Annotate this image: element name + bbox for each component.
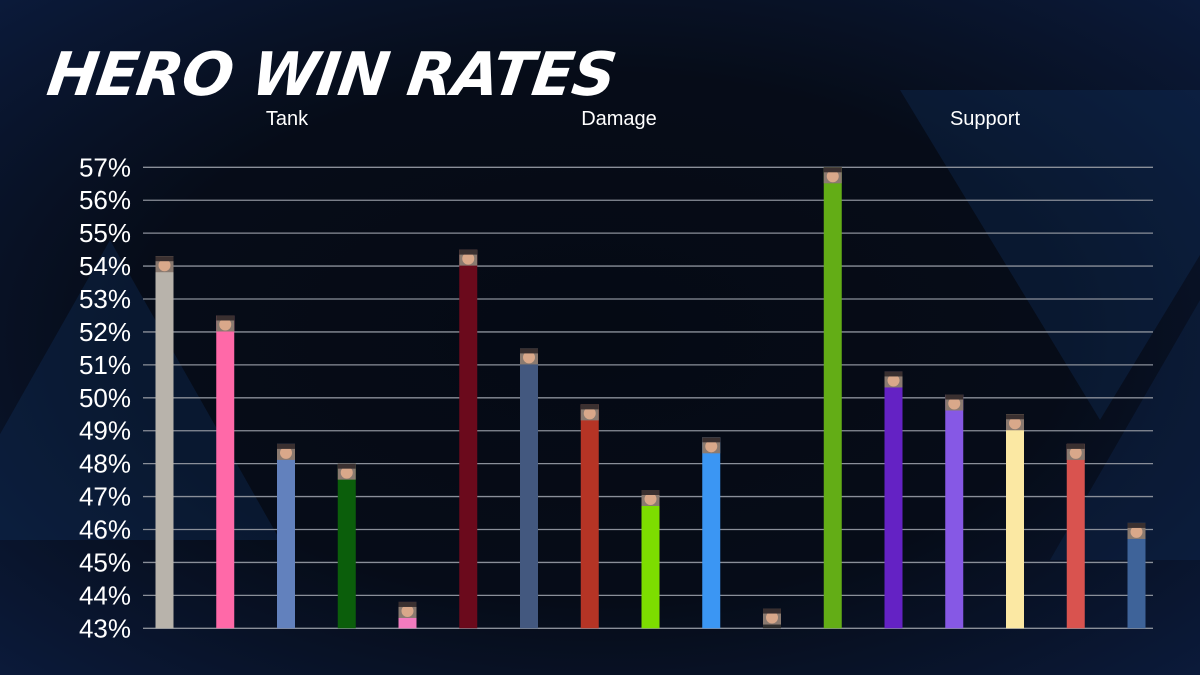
bar: [884, 371, 903, 629]
bar: [277, 443, 295, 629]
y-tick-label: 44%: [79, 580, 131, 610]
y-tick-label: 56%: [79, 185, 131, 215]
bar: [1127, 522, 1146, 629]
bar: [1006, 414, 1024, 629]
hero-portrait-icon: [520, 348, 538, 365]
bar: [580, 404, 599, 629]
hero-portrait-icon: [580, 404, 599, 421]
group-label-tank: Tank: [265, 108, 309, 130]
hero-portrait-icon: [1006, 414, 1024, 431]
hero-portrait-icon: [337, 463, 356, 480]
bar: [520, 348, 538, 629]
bar: [1066, 443, 1085, 629]
y-tick-label: 45%: [79, 547, 131, 577]
group-label-support: Support: [949, 108, 1021, 130]
y-tick-label: 49%: [79, 416, 131, 446]
bar: [155, 256, 174, 629]
y-tick-label: 51%: [79, 350, 131, 380]
bar: [459, 249, 478, 629]
y-tick-label: 52%: [79, 317, 131, 347]
hero-portrait-icon: [641, 490, 660, 506]
bar: [945, 394, 964, 629]
hero-portrait-icon: [884, 371, 903, 388]
hero-portrait-icon: [1066, 443, 1085, 460]
y-tick-label: 50%: [79, 383, 131, 413]
bar: [337, 463, 356, 629]
hero-portrait-icon: [823, 167, 842, 184]
y-tick-label: 55%: [79, 218, 131, 248]
hero-portrait-icon: [155, 256, 174, 273]
hero-portrait-icon: [945, 394, 964, 411]
y-tick-label: 53%: [79, 284, 131, 314]
bar: [823, 167, 842, 629]
y-tick-label: 47%: [79, 482, 131, 512]
bar: [702, 437, 721, 629]
hero-portrait-icon: [398, 601, 417, 618]
y-tick-label: 57%: [79, 152, 131, 182]
hero-portrait-icon: [277, 443, 295, 460]
y-tick-label: 54%: [79, 251, 131, 281]
bar: [216, 315, 235, 629]
group-label-damage: Damage: [581, 108, 657, 130]
hero-portrait-icon: [702, 437, 721, 454]
y-tick-label: 43%: [79, 613, 131, 643]
hero-portrait-icon: [1127, 522, 1146, 539]
bar: [641, 490, 660, 629]
y-tick-label: 46%: [79, 515, 131, 545]
y-tick-label: 48%: [79, 449, 131, 479]
hero-portrait-icon: [459, 249, 478, 266]
hero-portrait-icon: [216, 315, 235, 332]
hero-portrait-icon: [763, 608, 781, 625]
